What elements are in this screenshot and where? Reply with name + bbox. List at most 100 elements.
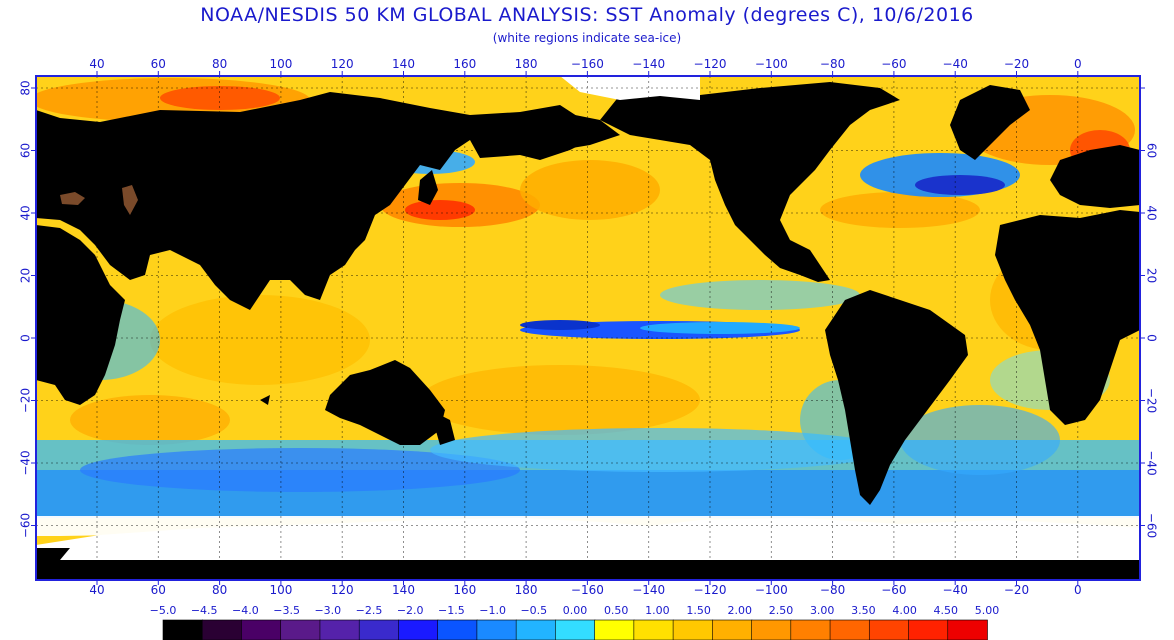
colorbar-swatch (358, 619, 400, 640)
colorbar-label: −4.0 (232, 604, 259, 617)
lat-label-left: −20 (19, 388, 33, 413)
colorbar-swatch (201, 619, 243, 640)
lon-label-top: 140 (392, 57, 415, 71)
colorbar-swatch (555, 619, 596, 640)
lat-label-left: 0 (19, 334, 33, 342)
map-area (36, 76, 1140, 580)
lon-label-top: 100 (269, 57, 292, 71)
high-elevation-land (60, 192, 85, 205)
colorbar-label: 2.50 (769, 604, 794, 617)
lon-label-top: 40 (89, 57, 104, 71)
lon-label-top: −140 (632, 57, 665, 71)
map-subtitle: (white regions indicate sea-ice) (492, 31, 682, 45)
colorbar-swatch (712, 619, 753, 640)
lat-label-left: 60 (19, 143, 33, 158)
colorbar-label: 3.00 (810, 604, 835, 617)
lon-label-top: −20 (1004, 57, 1029, 71)
lon-label-top: 180 (515, 57, 538, 71)
map-frame (35, 75, 1141, 581)
lon-label-bottom: −100 (755, 583, 788, 597)
colorbar (162, 619, 988, 640)
lat-label-right: −40 (1145, 450, 1159, 475)
colorbar-label: 4.00 (892, 604, 917, 617)
latitude-labels-left: 80 60 40 20 0 −20 −40 −60 (19, 80, 33, 538)
lon-label-top: 120 (331, 57, 354, 71)
graticule (36, 76, 1140, 580)
lon-label-bottom: −120 (694, 583, 727, 597)
sea-ice (36, 76, 1140, 580)
colorbar-swatch (398, 619, 439, 640)
colorbar-swatch (672, 619, 714, 640)
lon-label-bottom: −160 (571, 583, 604, 597)
colorbar-label: −1.0 (479, 604, 506, 617)
longitude-labels-top: 40 60 80 100 120 140 160 180 −160 −140 −120 −100 −80… (89, 57, 1081, 71)
high-elevation-land (122, 185, 138, 215)
colorbar-label: 3.50 (851, 604, 876, 617)
colorbar-labels: −5.0 −4.5 −4.0 −3.5 −3.0 −2.5 −2.0 −1.5 −1.0 −0.5… (150, 604, 1000, 617)
lon-label-top: −100 (755, 57, 788, 71)
lon-label-bottom: 180 (515, 583, 538, 597)
colorbar-swatch (280, 619, 321, 640)
colorbar-label: −1.5 (438, 604, 465, 617)
colorbar-label: −3.0 (314, 604, 341, 617)
lon-label-bottom: 40 (89, 583, 104, 597)
lon-label-bottom: 120 (331, 583, 354, 597)
colorbar-label: 1.50 (686, 604, 711, 617)
lon-label-bottom: −20 (1004, 583, 1029, 597)
colorbar-swatch (437, 619, 478, 640)
colorbar-swatch (633, 619, 674, 640)
lon-label-bottom: −60 (881, 583, 906, 597)
lon-label-top: 80 (212, 57, 227, 71)
lon-label-bottom: −40 (943, 583, 968, 597)
colorbar-label: −5.0 (150, 604, 177, 617)
lat-label-left: −40 (19, 450, 33, 475)
colorbar-swatch (319, 619, 360, 640)
lon-label-bottom: −140 (632, 583, 665, 597)
colorbar-swatch (868, 619, 910, 640)
land-masses (36, 82, 1140, 505)
lon-label-top: −80 (820, 57, 845, 71)
lat-label-right: 40 (1145, 205, 1159, 220)
lon-label-top: 60 (151, 57, 166, 71)
colorbar-swatch (947, 619, 988, 640)
lon-label-top: −120 (694, 57, 727, 71)
colorbar-swatch (515, 619, 557, 640)
lat-label-right: 60 (1145, 143, 1159, 158)
lon-label-bottom: 80 (212, 583, 227, 597)
colorbar-swatch (829, 619, 871, 640)
latitude-labels-right: 60 40 20 0 −20 −40 −60 (1145, 143, 1159, 538)
axis-ticks (31, 71, 1145, 585)
lat-label-right: 20 (1145, 268, 1159, 283)
colorbar-swatch (476, 619, 517, 640)
colorbar-label: −2.5 (356, 604, 383, 617)
longitude-labels-bottom: 40 60 80 100 120 140 160 180 −160 −140 −120 −100 −80… (89, 583, 1081, 597)
lat-label-right: −20 (1145, 388, 1159, 413)
lat-label-left: 20 (19, 268, 33, 283)
lon-label-bottom: 0 (1074, 583, 1082, 597)
lon-label-top: 0 (1074, 57, 1082, 71)
lon-label-bottom: 160 (453, 583, 476, 597)
colorbar-swatch (908, 619, 949, 640)
lon-label-bottom: 100 (269, 583, 292, 597)
colorbar-swatch (751, 619, 792, 640)
colorbar-label: −3.5 (273, 604, 300, 617)
lon-label-top: 160 (453, 57, 476, 71)
colorbar-swatch (162, 619, 204, 640)
lat-label-left: 40 (19, 205, 33, 220)
colorbar-label: 4.50 (934, 604, 959, 617)
lat-label-left: 80 (19, 80, 33, 95)
map-title: NOAA/NESDIS 50 KM GLOBAL ANALYSIS: SST A… (200, 4, 974, 26)
colorbar-swatch (790, 619, 831, 640)
lon-label-bottom: 60 (151, 583, 166, 597)
colorbar-swatch (594, 619, 635, 640)
colorbar-label: 0.00 (563, 604, 588, 617)
colorbar-label: −4.5 (191, 604, 218, 617)
sst-anomaly-map: 40 60 80 100 120 140 160 180 −160 −140 −120 −100 −80… (19, 57, 1159, 640)
colorbar-label: 2.00 (728, 604, 753, 617)
lat-label-right: 0 (1145, 334, 1159, 342)
lon-label-bottom: −80 (820, 583, 845, 597)
colorbar-label: 5.00 (975, 604, 1000, 617)
lat-label-left: −60 (19, 513, 33, 538)
lon-label-top: −160 (571, 57, 604, 71)
colorbar-label: −2.0 (397, 604, 424, 617)
